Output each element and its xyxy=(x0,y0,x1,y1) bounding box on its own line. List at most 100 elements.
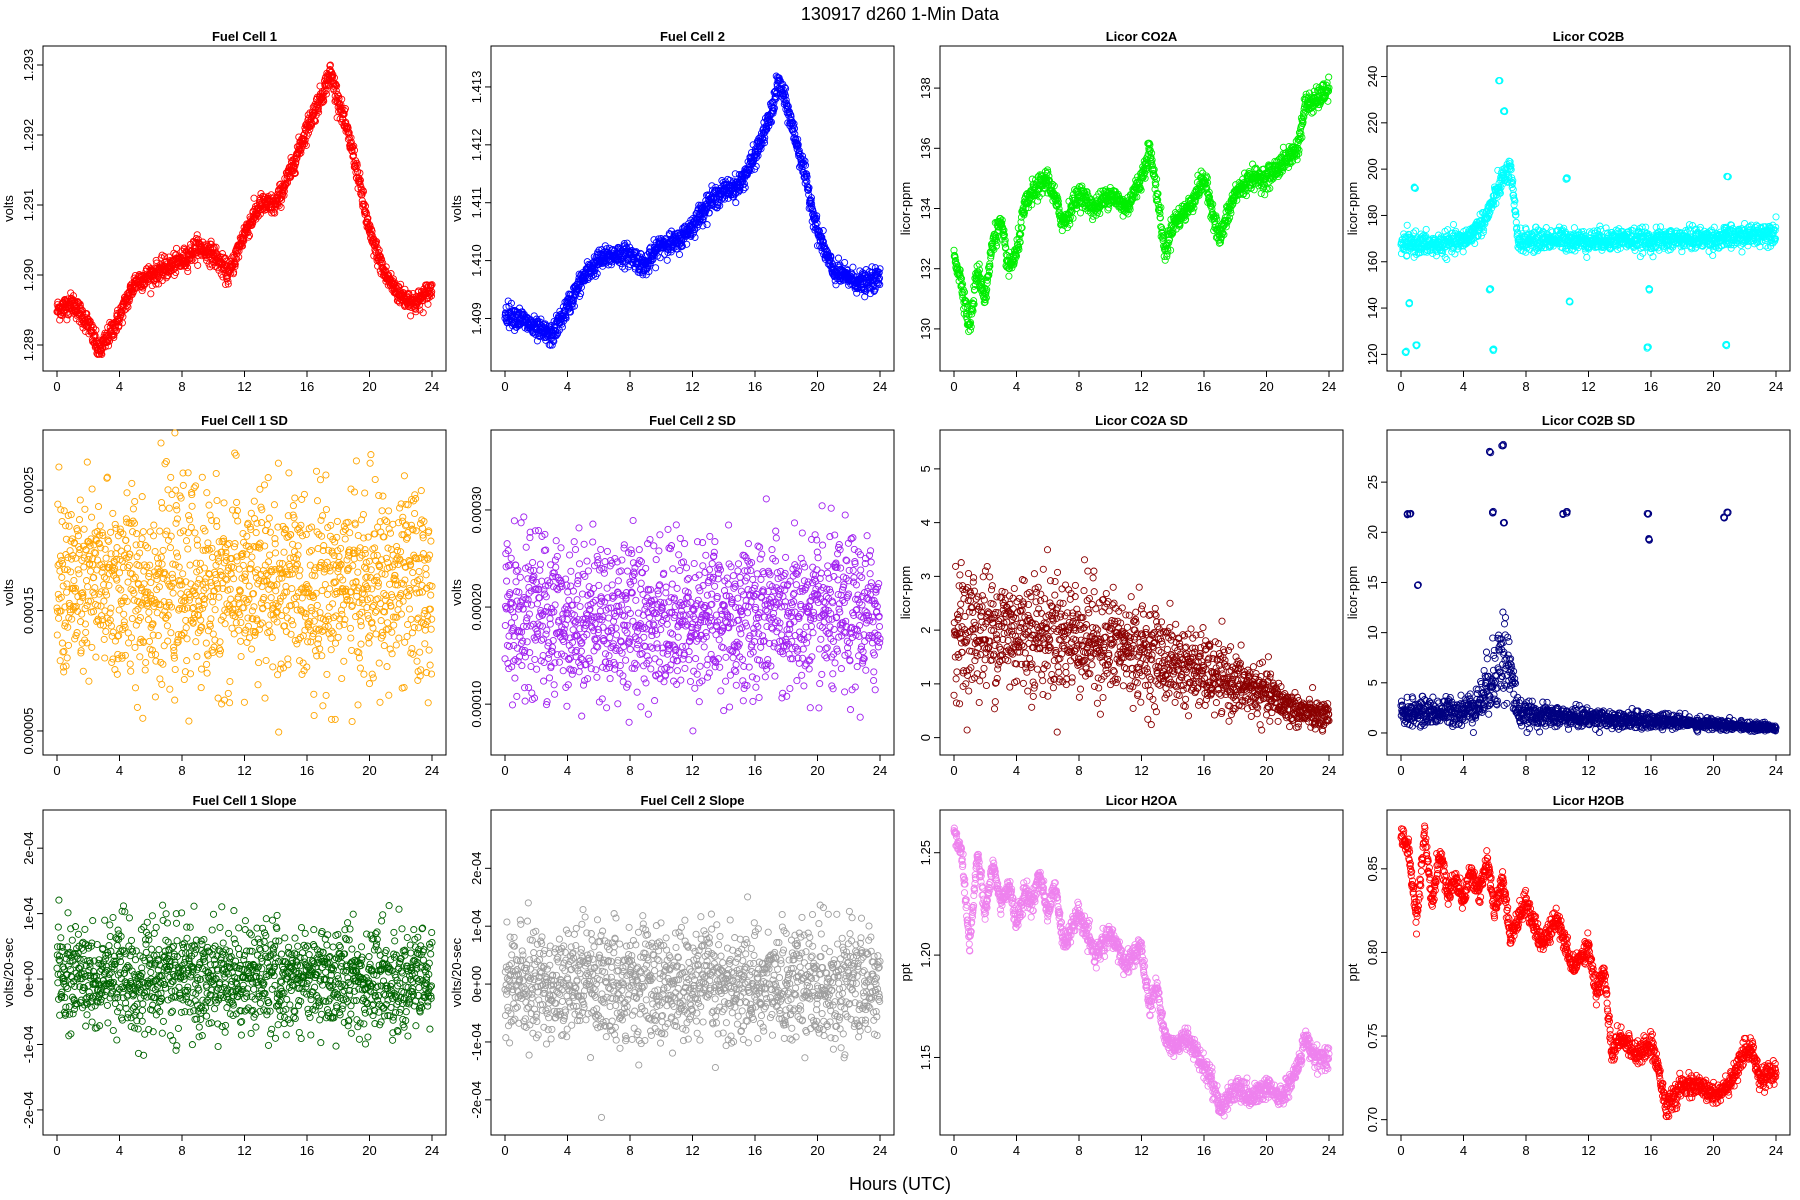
x-tick-label: 12 xyxy=(1134,379,1148,394)
x-tick-label: 24 xyxy=(1322,379,1336,394)
y-tick-label: 1.293 xyxy=(21,49,36,82)
data-point xyxy=(407,312,415,320)
data-point xyxy=(849,263,857,271)
data-point xyxy=(92,326,100,334)
panel-4: Licor CO2B licor-ppm 0 4 8 12 16 20 24 120 140 160 1… xyxy=(1345,29,1791,394)
data-point xyxy=(1005,272,1013,280)
y-tick-label: 1.411 xyxy=(469,187,484,219)
data-point xyxy=(147,290,155,298)
y-tick-label: 140 xyxy=(1365,297,1380,319)
y-tick-label: 1.409 xyxy=(469,302,484,335)
data-point xyxy=(77,304,85,313)
plot-frame xyxy=(42,45,447,372)
y-tick-label: 1.413 xyxy=(469,71,484,104)
x-tick-label: 0 xyxy=(53,379,60,394)
x-tick-label: 20 xyxy=(1259,379,1273,394)
figure-xlabel: Hours (UTC) xyxy=(849,1174,951,1194)
x-tick-label: 20 xyxy=(810,379,824,394)
data-point xyxy=(111,327,119,336)
data-point xyxy=(703,221,711,229)
data-point xyxy=(124,303,132,311)
x-tick-label: 16 xyxy=(1197,379,1211,394)
data-points xyxy=(501,72,884,349)
x-tick-label: 4 xyxy=(116,379,123,394)
data-point xyxy=(110,331,118,339)
data-point xyxy=(84,315,92,323)
data-point xyxy=(1422,225,1430,233)
data-point xyxy=(79,309,87,317)
data-point xyxy=(652,264,660,272)
y-tick-label: 1.289 xyxy=(21,329,36,362)
data-point xyxy=(1161,256,1169,264)
figure-title: 130917 d260 1-Min Data xyxy=(801,4,1000,24)
y-tick-label: 1.412 xyxy=(469,129,484,162)
data-point xyxy=(1156,214,1164,222)
x-tick-label: 4 xyxy=(1460,379,1467,394)
y-tick-label: 220 xyxy=(1365,112,1380,134)
x-tick-label: 24 xyxy=(1769,379,1783,394)
x-tick-label: 4 xyxy=(1013,379,1020,394)
x-tick-label: 12 xyxy=(237,379,251,394)
data-point xyxy=(152,280,160,288)
panel-title: Licor CO2B xyxy=(1553,29,1625,44)
x-tick-label: 12 xyxy=(685,379,699,394)
y-tick-label: 200 xyxy=(1365,158,1380,180)
y-tick-label: 130 xyxy=(918,318,933,340)
data-point xyxy=(1197,167,1205,175)
data-points xyxy=(950,73,1333,336)
data-point xyxy=(194,261,202,269)
y-axis-label: licor-ppm xyxy=(1345,182,1360,235)
data-point xyxy=(104,342,113,350)
x-tick-label: 16 xyxy=(300,379,314,394)
data-point xyxy=(1459,248,1467,256)
x-tick-label: 0 xyxy=(950,379,957,394)
x-tick-label: 24 xyxy=(425,379,439,394)
x-tick-label: 16 xyxy=(1644,379,1658,394)
y-tick-label: 138 xyxy=(918,77,933,99)
panel-title: Fuel Cell 2 xyxy=(660,29,725,44)
data-point xyxy=(122,305,130,313)
x-tick-label: 20 xyxy=(362,379,376,394)
x-tick-label: 20 xyxy=(1706,379,1720,394)
y-tick-label: 120 xyxy=(1365,344,1380,366)
data-point xyxy=(1449,220,1458,229)
y-tick-label: 160 xyxy=(1365,251,1380,273)
data-point xyxy=(834,254,843,262)
data-point xyxy=(1403,221,1411,229)
data-point xyxy=(184,267,192,276)
x-tick-label: 4 xyxy=(564,379,571,394)
data-point xyxy=(89,324,98,332)
y-tick-label: 136 xyxy=(918,137,933,159)
data-point xyxy=(101,343,109,351)
data-points xyxy=(53,61,436,358)
data-point xyxy=(69,292,77,300)
data-point xyxy=(63,316,71,324)
y-axis-label: licor-ppm xyxy=(898,182,913,235)
data-point xyxy=(138,287,146,295)
data-point xyxy=(115,318,123,326)
y-tick-label: 240 xyxy=(1365,66,1380,88)
y-axis-label: volts xyxy=(1,195,16,222)
data-point xyxy=(1443,255,1451,264)
data-point xyxy=(56,316,64,324)
x-tick-label: 8 xyxy=(1522,379,1529,394)
y-axis-label: volts xyxy=(449,195,464,222)
y-tick-label: 180 xyxy=(1365,205,1380,227)
x-tick-label: 8 xyxy=(178,379,185,394)
plot-frame xyxy=(1386,45,1791,372)
x-tick-label: 12 xyxy=(1581,379,1595,394)
x-tick-label: 0 xyxy=(1397,379,1404,394)
x-tick-label: 8 xyxy=(1075,379,1082,394)
data-points xyxy=(1397,76,1780,357)
y-tick-label: 132 xyxy=(918,258,933,280)
x-tick-label: 8 xyxy=(626,379,633,394)
panel-title: Licor CO2A xyxy=(1106,29,1178,44)
y-tick-label: 1.292 xyxy=(21,119,36,152)
panel-title: Fuel Cell 1 xyxy=(212,29,277,44)
data-point xyxy=(732,199,740,207)
